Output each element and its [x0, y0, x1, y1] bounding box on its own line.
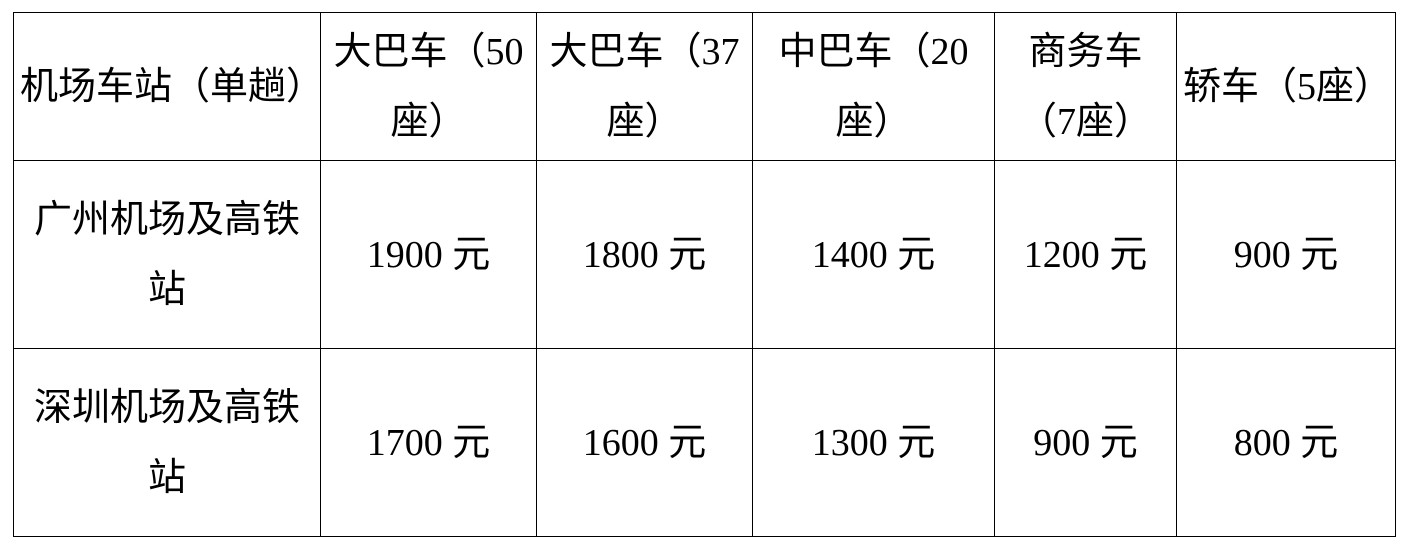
price-cell: 900 元	[1176, 160, 1396, 349]
header-cell: 轿车（5座）	[1176, 12, 1396, 161]
price-cell: 1600 元	[536, 348, 753, 537]
price-cell: 1200 元	[994, 160, 1177, 349]
price-cell: 900 元	[994, 348, 1177, 537]
price-cell: 1700 元	[320, 348, 537, 537]
price-cell: 1900 元	[320, 160, 537, 349]
header-cell: 机场车站（单趟）	[13, 12, 324, 161]
price-cell: 1300 元	[752, 348, 995, 537]
header-cell: 大巴车（37座）	[536, 12, 753, 161]
table-row: 深圳机场及高铁站 1700 元 1600 元 1300 元 900 元 800 …	[13, 348, 1396, 537]
header-cell: 商务车（7座）	[994, 12, 1177, 161]
row-label: 广州机场及高铁站	[13, 160, 321, 349]
header-cell: 大巴车（50座）	[320, 12, 537, 161]
table-row: 广州机场及高铁站 1900 元 1800 元 1400 元 1200 元 900…	[13, 160, 1396, 349]
price-cell: 1800 元	[536, 160, 753, 349]
price-cell: 1400 元	[752, 160, 995, 349]
price-cell: 800 元	[1176, 348, 1396, 537]
row-label: 深圳机场及高铁站	[13, 348, 321, 537]
header-row: 机场车站（单趟） 大巴车（50座） 大巴车（37座） 中巴车（20座） 商务车（…	[13, 12, 1396, 161]
header-cell: 中巴车（20座）	[752, 12, 995, 161]
price-table: 机场车站（单趟） 大巴车（50座） 大巴车（37座） 中巴车（20座） 商务车（…	[13, 12, 1396, 537]
